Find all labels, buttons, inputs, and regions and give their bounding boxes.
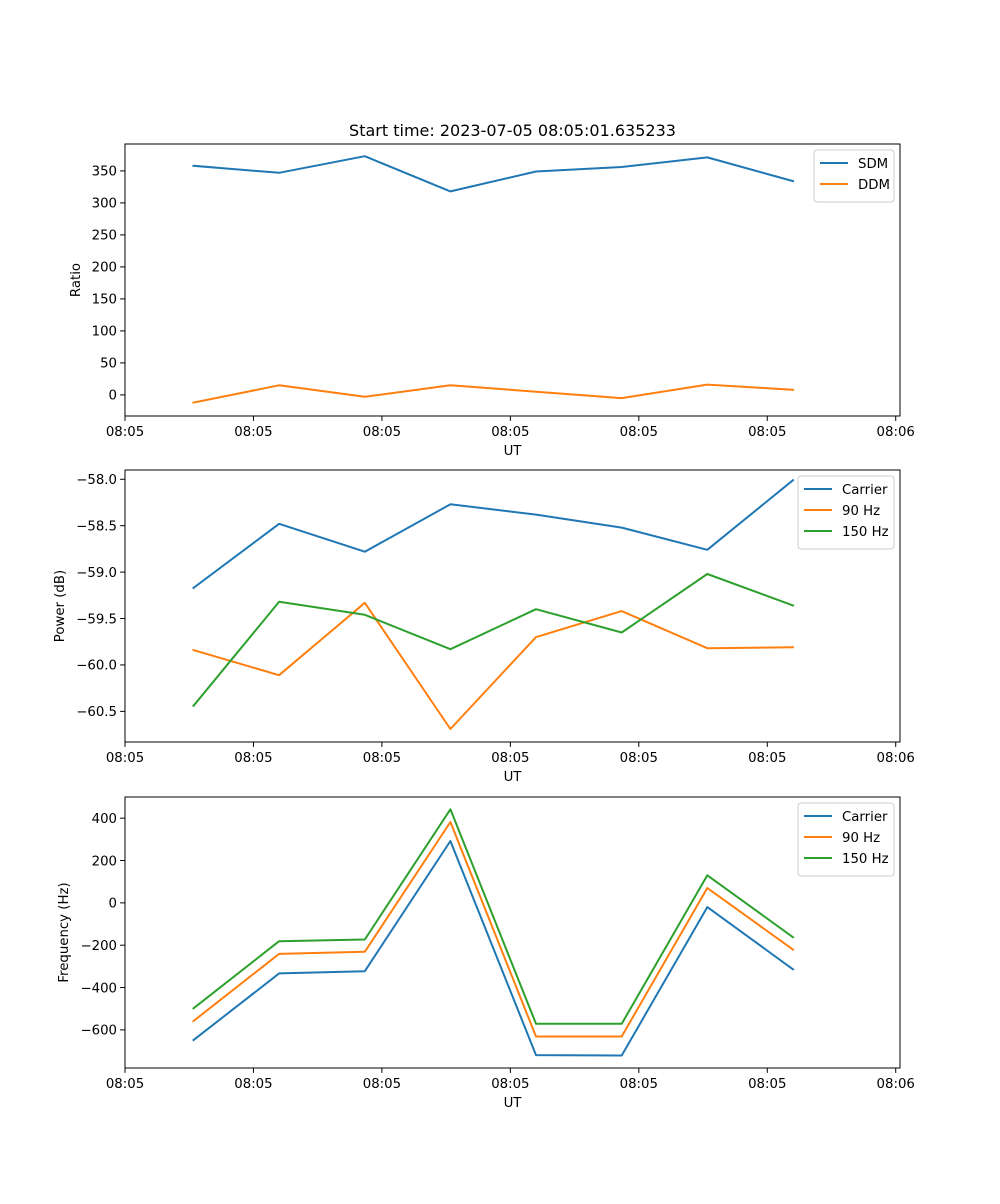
- x-tick-label: 08:06: [877, 751, 915, 766]
- y-tick-label: −58.0: [76, 473, 117, 488]
- x-tick-label: 08:05: [748, 1077, 786, 1092]
- y-tick-label: −200: [80, 939, 117, 954]
- chart-panel-2: 08:05 08:05 08:05 08:05 08:05 08:05 08:06 −60.5…: [53, 469, 915, 785]
- chart-panel-1: 08:05 08:05 08:05 08:05 08:05 08:05 08:06 0 50 10…: [69, 143, 915, 459]
- series-line-150-hz: [192, 808, 795, 1025]
- y-tick-label: −59.0: [76, 566, 117, 581]
- y-tick-label: −400: [80, 981, 117, 996]
- y-tick-label: 50: [100, 357, 117, 372]
- x-tick-label: 08:05: [491, 425, 529, 440]
- x-tick-label: 08:05: [620, 425, 658, 440]
- series-line-carrier: [192, 478, 795, 590]
- chart-title: Start time: 2023-07-05 08:05:01.635233: [349, 121, 676, 140]
- y-axis-label: Frequency (Hz): [57, 882, 72, 982]
- x-tick-label: 08:05: [748, 425, 786, 440]
- x-tick-label: 08:06: [877, 1077, 915, 1092]
- y-tick-label: 200: [92, 854, 117, 869]
- series-line-150-hz: [192, 573, 795, 708]
- x-tick-label: 08:05: [106, 1077, 144, 1092]
- y-tick-label: 0: [109, 897, 117, 912]
- legend-label: 90 Hz: [842, 504, 880, 519]
- x-tick-label: 08:05: [491, 751, 529, 766]
- x-axis-label: UT: [504, 770, 523, 785]
- legend-label: Carrier: [842, 810, 888, 825]
- y-axis-label: Power (dB): [53, 570, 68, 642]
- y-tick-label: 300: [92, 197, 117, 212]
- series-line-90-hz: [192, 601, 795, 730]
- x-tick-label: 08:06: [877, 425, 915, 440]
- plot-frame: [124, 143, 901, 417]
- x-tick-label: 08:05: [363, 751, 401, 766]
- y-tick-label: −600: [80, 1024, 117, 1039]
- legend-label: 90 Hz: [842, 831, 880, 846]
- legend-label: 150 Hz: [842, 852, 889, 867]
- x-tick-label: 08:05: [106, 751, 144, 766]
- legend-label: Carrier: [842, 483, 888, 498]
- legend-label: DDM: [858, 178, 890, 193]
- x-tick-label: 08:05: [620, 751, 658, 766]
- y-tick-label: 100: [92, 325, 117, 340]
- y-tick-label: 350: [92, 165, 117, 180]
- series-line-carrier: [192, 840, 795, 1057]
- x-tick-label: 08:05: [234, 751, 272, 766]
- x-tick-label: 08:05: [491, 1077, 529, 1092]
- x-axis-label: UT: [504, 444, 523, 459]
- x-tick-label: 08:05: [363, 425, 401, 440]
- y-tick-label: 400: [92, 812, 117, 827]
- y-tick-label: −60.5: [76, 705, 117, 720]
- x-tick-label: 08:05: [748, 751, 786, 766]
- x-tick-label: 08:05: [106, 425, 144, 440]
- y-tick-label: 150: [92, 293, 117, 308]
- y-tick-label: 200: [92, 261, 117, 276]
- series-line-ddm: [192, 383, 795, 404]
- series-line-90-hz: [192, 821, 795, 1038]
- y-axis-label: Ratio: [69, 263, 84, 297]
- x-tick-label: 08:05: [234, 425, 272, 440]
- x-tick-label: 08:05: [363, 1077, 401, 1092]
- y-tick-label: 250: [92, 229, 117, 244]
- plot-frame: [124, 796, 901, 1069]
- x-tick-label: 08:05: [620, 1077, 658, 1092]
- x-axis-label: UT: [504, 1096, 523, 1111]
- legend-label: SDM: [858, 157, 888, 172]
- x-tick-label: 08:05: [234, 1077, 272, 1092]
- y-tick-label: −59.5: [76, 612, 117, 627]
- y-tick-label: −58.5: [76, 519, 117, 534]
- y-tick-label: 0: [109, 389, 117, 404]
- legend-label: 150 Hz: [842, 525, 889, 540]
- series-line-sdm: [192, 155, 795, 193]
- plot-frame: [124, 469, 901, 743]
- chart-panel-3: 08:05 08:05 08:05 08:05 08:05 08:05 08:06 −600 −…: [57, 796, 915, 1111]
- y-tick-label: −60.0: [76, 659, 117, 674]
